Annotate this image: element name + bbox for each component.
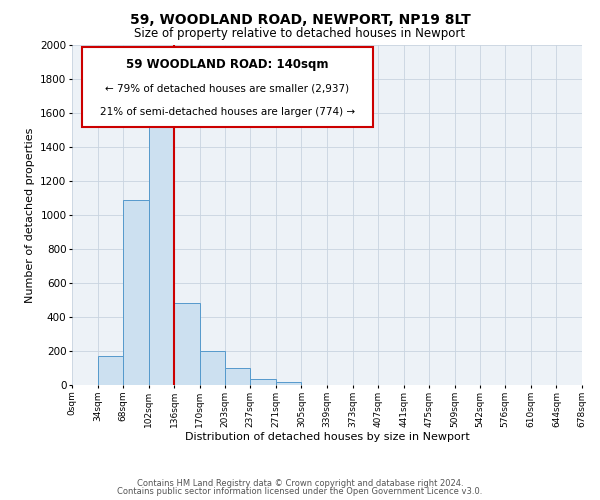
Bar [276,382,301,385]
Text: ← 79% of detached houses are smaller (2,937): ← 79% of detached houses are smaller (2,… [106,83,350,93]
Text: Contains public sector information licensed under the Open Government Licence v3: Contains public sector information licen… [118,487,482,496]
Text: 59, WOODLAND ROAD, NEWPORT, NP19 8LT: 59, WOODLAND ROAD, NEWPORT, NP19 8LT [130,12,470,26]
Text: 59 WOODLAND ROAD: 140sqm: 59 WOODLAND ROAD: 140sqm [126,58,329,71]
Bar [175,304,200,385]
Bar [149,107,175,385]
Text: 21% of semi-detached houses are larger (774) →: 21% of semi-detached houses are larger (… [100,107,355,117]
Y-axis label: Number of detached properties: Number of detached properties [25,128,35,302]
Text: Contains HM Land Registry data © Crown copyright and database right 2024.: Contains HM Land Registry data © Crown c… [137,478,463,488]
Bar [224,368,250,385]
Bar [98,356,123,385]
X-axis label: Distribution of detached houses by size in Newport: Distribution of detached houses by size … [185,432,469,442]
Bar [123,200,149,385]
Text: Size of property relative to detached houses in Newport: Size of property relative to detached ho… [134,28,466,40]
FancyBboxPatch shape [82,46,373,126]
Bar [200,351,224,385]
Bar [250,379,276,385]
